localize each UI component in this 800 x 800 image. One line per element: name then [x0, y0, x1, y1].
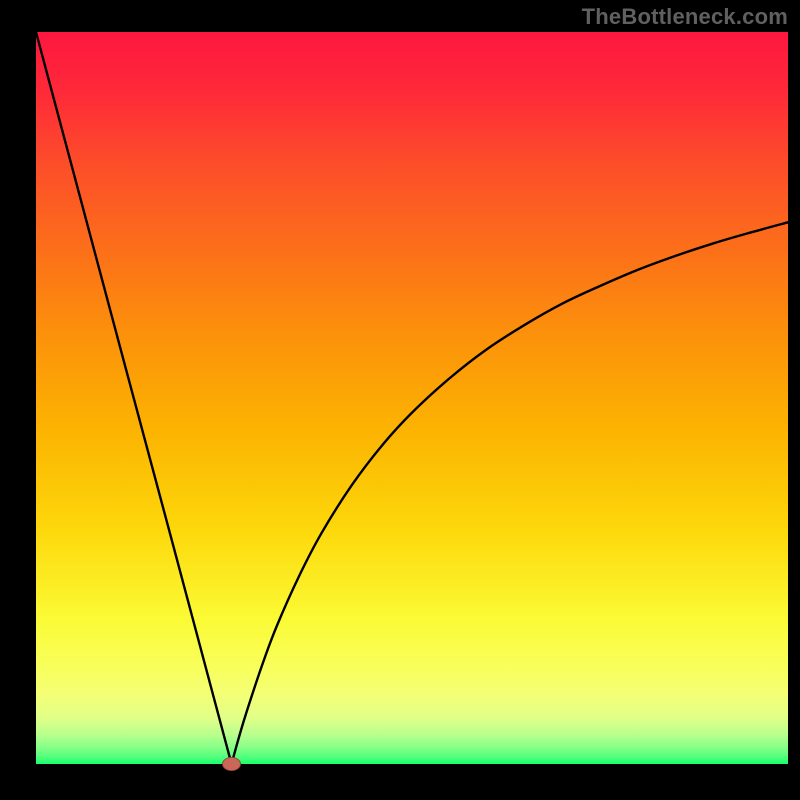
watermark-label: TheBottleneck.com: [582, 4, 788, 30]
bottleneck-chart: [0, 0, 800, 800]
plot-background-gradient: [36, 32, 788, 764]
dip-marker: [223, 757, 241, 770]
chart-container: TheBottleneck.com: [0, 0, 800, 800]
